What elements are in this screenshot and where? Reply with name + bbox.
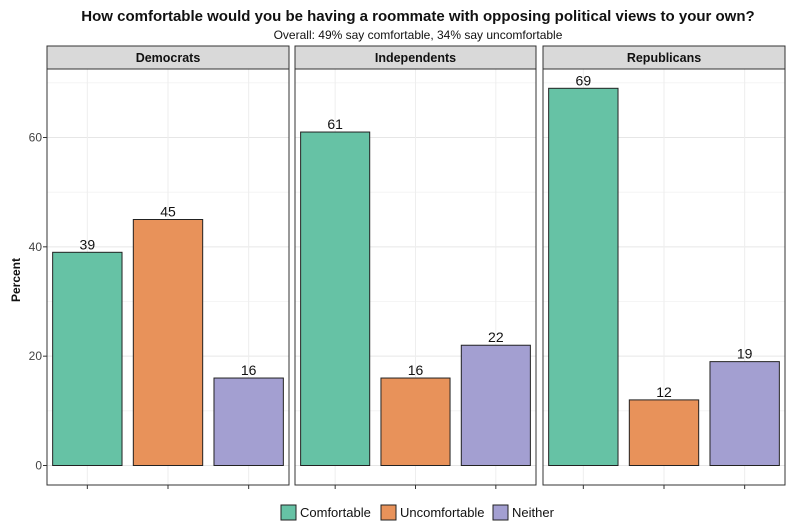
bar-value-label: 45 xyxy=(160,204,176,220)
y-tick-label: 20 xyxy=(29,349,43,363)
panel-border xyxy=(294,68,537,486)
bar-uncomfortable xyxy=(132,219,204,466)
bar-value-label: 12 xyxy=(656,384,672,400)
facet-panel-democrats: Democrats 39 45 16 xyxy=(46,45,290,489)
y-tick-label: 40 xyxy=(29,240,43,254)
bar-value-label: 16 xyxy=(408,362,424,378)
legend-label: Uncomfortable xyxy=(400,505,485,520)
y-axis-label: Percent xyxy=(9,258,23,302)
legend-swatch-uncomfortable xyxy=(380,504,397,521)
chart-subtitle: Overall: 49% say comfortable, 34% say un… xyxy=(274,28,563,42)
bar-value-label: 19 xyxy=(737,346,753,362)
bar-comfortable xyxy=(548,87,619,467)
facet-strip-label: Democrats xyxy=(136,51,201,65)
bar-comfortable xyxy=(300,131,371,467)
legend-swatch-neither xyxy=(492,504,509,521)
bar-value-label: 39 xyxy=(80,236,96,252)
bar-neither xyxy=(709,361,780,466)
facet-panel-republicans: Republicans 69 12 19 xyxy=(542,45,786,489)
legend-label: Comfortable xyxy=(300,505,371,520)
y-tick-label: 60 xyxy=(29,131,43,145)
facet-panels: 0 20 40 60 Democrats 39 45 16 Independents 61 16 22… xyxy=(29,45,786,489)
legend-label: Neither xyxy=(512,505,555,520)
panel-border xyxy=(542,68,786,486)
y-tick-label: 0 xyxy=(35,459,42,473)
facet-strip-label: Republicans xyxy=(627,51,701,65)
bar-neither xyxy=(460,344,531,467)
bar-comfortable xyxy=(52,251,123,466)
bar-uncomfortable xyxy=(628,399,700,466)
panel-border xyxy=(46,68,290,486)
bar-value-label: 69 xyxy=(576,72,592,88)
bar-neither xyxy=(213,377,284,466)
facet-strip-label: Independents xyxy=(375,51,456,65)
bar-value-label: 16 xyxy=(241,362,257,378)
facet-panel-independents: Independents 61 16 22 xyxy=(294,45,537,489)
bar-uncomfortable xyxy=(380,377,451,466)
legend-swatch-comfortable xyxy=(280,504,297,521)
bar-value-label: 61 xyxy=(327,116,343,132)
chart-title: How comfortable would you be having a ro… xyxy=(81,8,754,25)
bar-value-label: 22 xyxy=(488,329,504,345)
legend: Comfortable Uncomfortable Neither xyxy=(280,504,555,521)
